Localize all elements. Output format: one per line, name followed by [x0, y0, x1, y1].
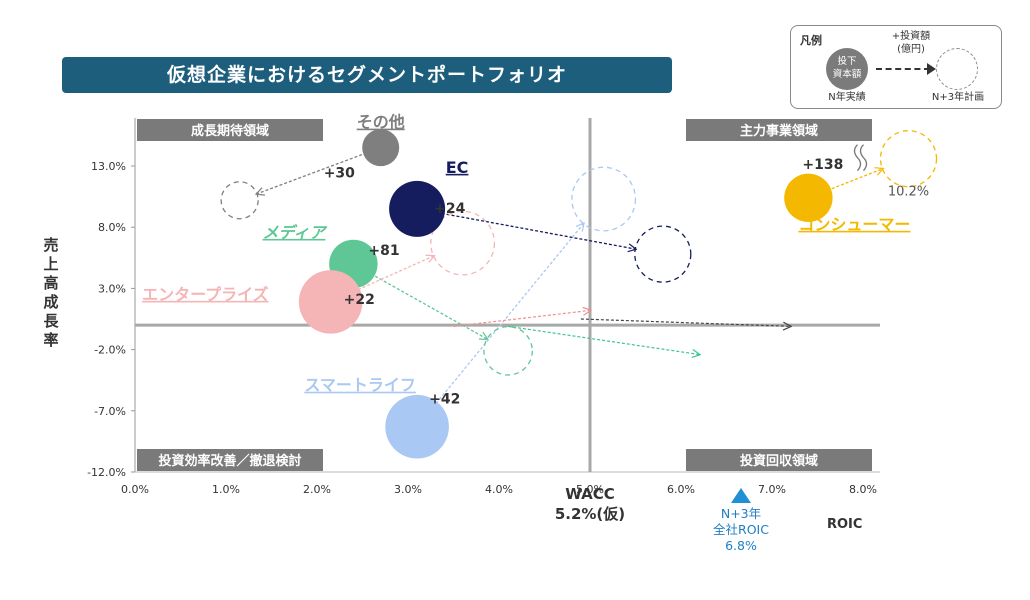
legend-box: 凡例 投下 資本額 +投資額 (億円) N年実績 N+3年計画	[790, 25, 1002, 109]
plan-bubble	[483, 325, 533, 376]
legend-arrow-head	[927, 63, 936, 75]
y-tick-label: 3.0%	[98, 282, 126, 295]
axis-break-mark	[853, 144, 862, 172]
investment-label: +42	[429, 392, 460, 408]
plan-bubble	[430, 210, 496, 276]
company-roic-label: N+3年 全社ROIC	[713, 506, 769, 537]
quadrant-label-recovery: 投資回収領域	[740, 453, 818, 469]
quadrant-label-growth-bg	[137, 119, 323, 141]
legend-plan-label: N+3年計画	[931, 92, 985, 103]
x-tick-label: 7.0%	[758, 483, 786, 496]
investment-arrow	[416, 224, 583, 428]
wacc-value: 5.2%(仮)	[554, 505, 626, 523]
x-tick-label: 2.0%	[303, 483, 331, 496]
transition-arrow	[453, 310, 591, 327]
quadrant-label-improve: 投資効率改善／撤退検討	[158, 453, 301, 469]
x-tick-label: 8.0%	[849, 483, 877, 496]
y-tick-label: -7.0%	[94, 405, 126, 418]
x-tick-label: 0.0%	[121, 483, 149, 496]
y-axis-label: 売上高成長率	[42, 236, 60, 350]
investment-arrow	[353, 263, 487, 339]
plan-value-label: 10.2%	[888, 185, 929, 200]
legend-current-label: N年実績	[828, 92, 866, 103]
company-roic-value: 6.8%	[725, 538, 757, 553]
segment-bubble	[298, 270, 363, 334]
company-roic-marker: N+3年 全社ROIC 6.8%	[695, 488, 787, 554]
investment-arrow	[257, 147, 381, 194]
y-tick-label: 13.0%	[91, 160, 126, 173]
quadrant-label-core-bg	[686, 119, 872, 141]
legend-title: 凡例	[800, 34, 822, 47]
x-tick-label: 6.0%	[667, 483, 695, 496]
quadrant-label-improve-bg	[137, 449, 323, 471]
axis-break-mark	[859, 144, 868, 172]
investment-arrow	[330, 256, 434, 303]
investment-label: +22	[344, 292, 375, 308]
segment-label: EC	[446, 158, 469, 177]
y-tick-label: -2.0%	[94, 344, 126, 357]
investment-label: +24	[434, 201, 465, 217]
segment-label: コンシューマー	[798, 215, 910, 234]
segment-label: エンタープライズ	[142, 285, 269, 304]
legend-plan-bubble	[936, 48, 978, 90]
x-tick-label: 3.0%	[394, 483, 422, 496]
wacc-label: WACC 5.2%(仮)	[520, 484, 660, 524]
segment-label: その他	[357, 113, 405, 132]
triangle-icon	[731, 488, 751, 503]
legend-arrow-line	[876, 68, 930, 70]
wacc-title: WACC	[565, 485, 615, 503]
investment-label: +138	[802, 157, 843, 173]
investment-arrow	[808, 169, 882, 199]
x-tick-label: 1.0%	[212, 483, 240, 496]
y-tick-label: 8.0%	[98, 221, 126, 234]
investment-arrow	[416, 208, 635, 249]
y-tick-label: -12.0%	[87, 466, 126, 479]
chart-title: 仮想企業におけるセグメントポートフォリオ	[62, 57, 672, 93]
transition-arrow	[508, 325, 699, 354]
plan-bubble	[879, 130, 938, 188]
segment-label: メディア	[263, 223, 329, 242]
plan-bubble	[634, 225, 692, 283]
x-axis-label: ROIC	[827, 517, 863, 532]
legend-arrow-text: +投資額 (億円)	[891, 31, 931, 55]
plan-bubble	[220, 181, 259, 220]
quadrant-label-growth: 成長期待領域	[191, 123, 269, 139]
segment-bubble	[389, 180, 446, 237]
legend-current-bubble: 投下 資本額	[826, 48, 868, 90]
quadrant-label-core: 主力事業領域	[740, 123, 818, 139]
segment-bubble	[784, 173, 833, 223]
y-axis-label-text: 売上高成長率	[43, 236, 59, 349]
x-tick-label: 4.0%	[485, 483, 513, 496]
investment-label: +81	[368, 243, 399, 259]
quadrant-label-recovery-bg	[686, 449, 872, 471]
plan-bubble	[571, 166, 637, 232]
segment-bubble	[362, 129, 400, 167]
investment-label: +30	[324, 166, 355, 182]
segment-label: スマートライフ	[304, 376, 416, 395]
segment-bubble	[385, 394, 449, 459]
x-tick-label: 5.0%	[576, 483, 604, 496]
